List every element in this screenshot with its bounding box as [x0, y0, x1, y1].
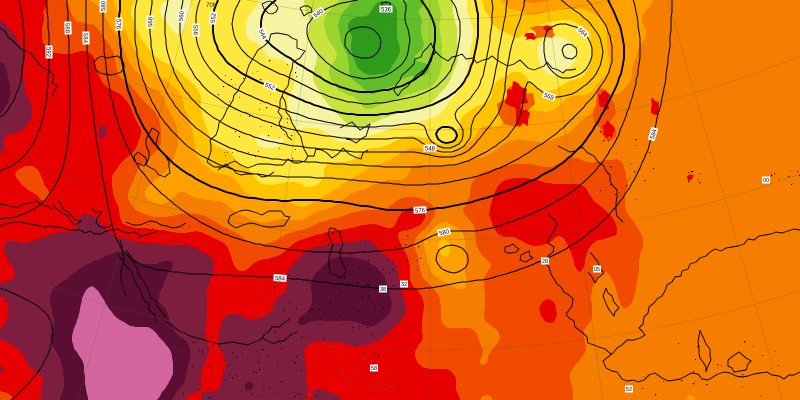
svg-text:58: 58 [371, 366, 377, 372]
svg-text:592: 592 [45, 47, 51, 58]
svg-text:70N: 70N [206, 3, 217, 9]
svg-text:52: 52 [626, 387, 632, 393]
svg-text:05: 05 [594, 267, 600, 273]
svg-text:28: 28 [542, 259, 548, 265]
svg-text:584: 584 [275, 276, 286, 283]
svg-text:536: 536 [381, 7, 392, 13]
svg-text:580: 580 [101, 0, 107, 11]
svg-text:00: 00 [763, 178, 769, 184]
svg-text:568: 568 [543, 93, 555, 102]
svg-text:38: 38 [380, 287, 386, 293]
svg-text:576: 576 [115, 19, 121, 30]
svg-text:584: 584 [82, 33, 88, 44]
svg-text:552: 552 [264, 82, 276, 92]
svg-text:560: 560 [179, 10, 186, 21]
svg-text:556: 556 [192, 25, 198, 36]
svg-text:552: 552 [211, 12, 218, 23]
svg-text:568: 568 [148, 16, 154, 27]
svg-text:576: 576 [415, 208, 426, 215]
svg-text:564: 564 [576, 27, 588, 39]
svg-text:548: 548 [425, 146, 436, 152]
svg-text:588: 588 [64, 23, 70, 34]
svg-text:584: 584 [650, 128, 659, 140]
svg-text:540: 540 [313, 8, 325, 19]
svg-text:32: 32 [401, 282, 407, 288]
svg-text:580: 580 [439, 229, 451, 237]
svg-text:544: 544 [257, 29, 267, 41]
